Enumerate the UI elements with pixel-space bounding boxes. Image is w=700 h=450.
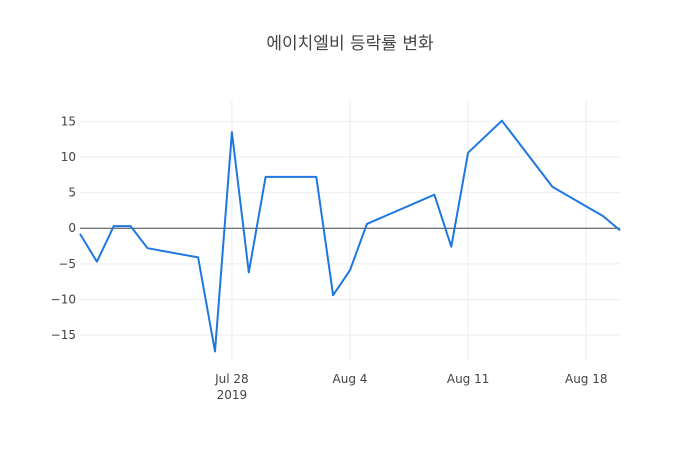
grid [80, 100, 620, 360]
chart-title: 에이치엘비 등락률 변화 [266, 34, 434, 54]
data-point [96, 261, 98, 263]
data-point [501, 120, 503, 122]
y-tick-label: 15 [61, 114, 76, 128]
data-point [366, 223, 368, 225]
data-point [467, 152, 469, 154]
x-tick-label: Aug 11 [447, 372, 490, 386]
x-tick-label: Aug 18 [565, 372, 608, 386]
data-point [332, 294, 334, 296]
data-point [265, 176, 267, 178]
y-tick-label: 10 [61, 150, 76, 164]
data-point [147, 247, 149, 249]
x-tick-sublabel: 2019 [217, 388, 248, 402]
data-point [450, 246, 452, 248]
series-line [79, 119, 621, 353]
series-layer [79, 119, 621, 353]
data-point [315, 176, 317, 178]
data-point [130, 225, 132, 227]
y-tick-label: −15 [51, 328, 76, 342]
x-tick-label: Aug 4 [333, 372, 368, 386]
data-point [214, 350, 216, 352]
y-tick-label: −5 [58, 257, 76, 271]
y-tick-label: 0 [68, 221, 76, 235]
data-point [248, 271, 250, 273]
data-point [433, 194, 435, 196]
data-point [619, 229, 621, 231]
y-tick-label: 5 [68, 186, 76, 200]
data-point [602, 215, 604, 217]
data-point [79, 233, 81, 235]
data-point [197, 256, 199, 258]
y-tick-label: −10 [51, 292, 76, 306]
x-tick-label: Jul 28 [214, 372, 249, 386]
data-point [113, 225, 115, 227]
data-point [231, 131, 233, 133]
axes: Jul 28 2019 Aug 4 Aug 11 Aug 18 15 10 5 0 −5 −10 −1… [51, 114, 608, 402]
data-point [552, 186, 554, 188]
data-point [349, 269, 351, 271]
